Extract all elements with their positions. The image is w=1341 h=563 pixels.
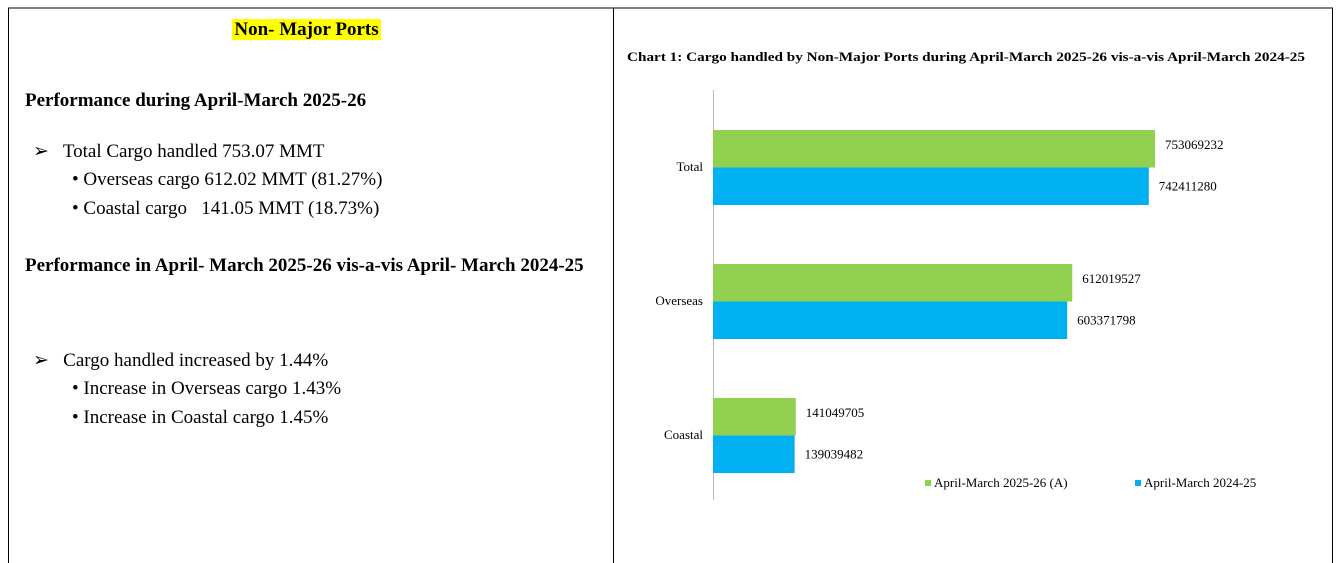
sub-item: • Increase in Coastal cargo 1.45% — [72, 407, 329, 428]
sub-item: • Coastal cargo 141.05 MMT (18.73%) — [72, 198, 380, 219]
bar — [713, 167, 1149, 205]
y-tick-label: Coastal — [664, 427, 703, 442]
bar — [713, 130, 1156, 168]
section-heading: Performance during April-March 2025-26 — [25, 90, 367, 111]
sub-item: • Overseas cargo 612.02 MMT (81.27%) — [72, 169, 383, 190]
legend-swatch — [1135, 480, 1141, 486]
sub-text: Increase in Overseas cargo 1.43% — [83, 378, 342, 399]
item-text: Cargo handled increased by 1.44% — [63, 350, 329, 371]
item-text: Total Cargo handled 753.07 MMT — [62, 141, 325, 162]
sub-item: • Increase in Overseas cargo 1.43% — [72, 378, 342, 399]
bullet-item: ➢ Total Cargo handled 753.07 MMT — [33, 141, 325, 162]
sub-text: Coastal cargo 141.05 MMT (18.73%) — [83, 198, 380, 219]
bar — [713, 264, 1073, 302]
legend-label: April-March 2025-26 (A) — [934, 475, 1068, 490]
y-tick-label: Total — [676, 159, 703, 174]
bar — [713, 398, 796, 436]
bar — [713, 435, 795, 473]
section-heading: Performance in April- March 2025-26 vis-… — [25, 255, 584, 276]
legend-swatch — [925, 480, 931, 486]
bar — [713, 301, 1068, 339]
data-label: 603371798 — [1077, 312, 1136, 327]
sub-text: Increase in Coastal cargo 1.45% — [83, 407, 329, 428]
y-tick-label: Overseas — [655, 293, 703, 308]
data-label: 753069232 — [1165, 137, 1224, 152]
data-label: 141049705 — [806, 405, 865, 420]
sub-text: Overseas cargo 612.02 MMT (81.27%) — [83, 169, 383, 190]
chart-title: Chart 1: Cargo handled by Non-Major Port… — [627, 49, 1306, 64]
legend-label: April-March 2024-25 — [1144, 475, 1256, 490]
data-label: 742411280 — [1159, 178, 1217, 193]
bullet-item: ➢ Cargo handled increased by 1.44% — [33, 350, 329, 371]
data-label: 612019527 — [1082, 271, 1141, 286]
title-text: Non- Major Ports — [232, 19, 381, 40]
doc-title: Non- Major Ports — [0, 19, 613, 41]
data-label: 139039482 — [805, 446, 864, 461]
